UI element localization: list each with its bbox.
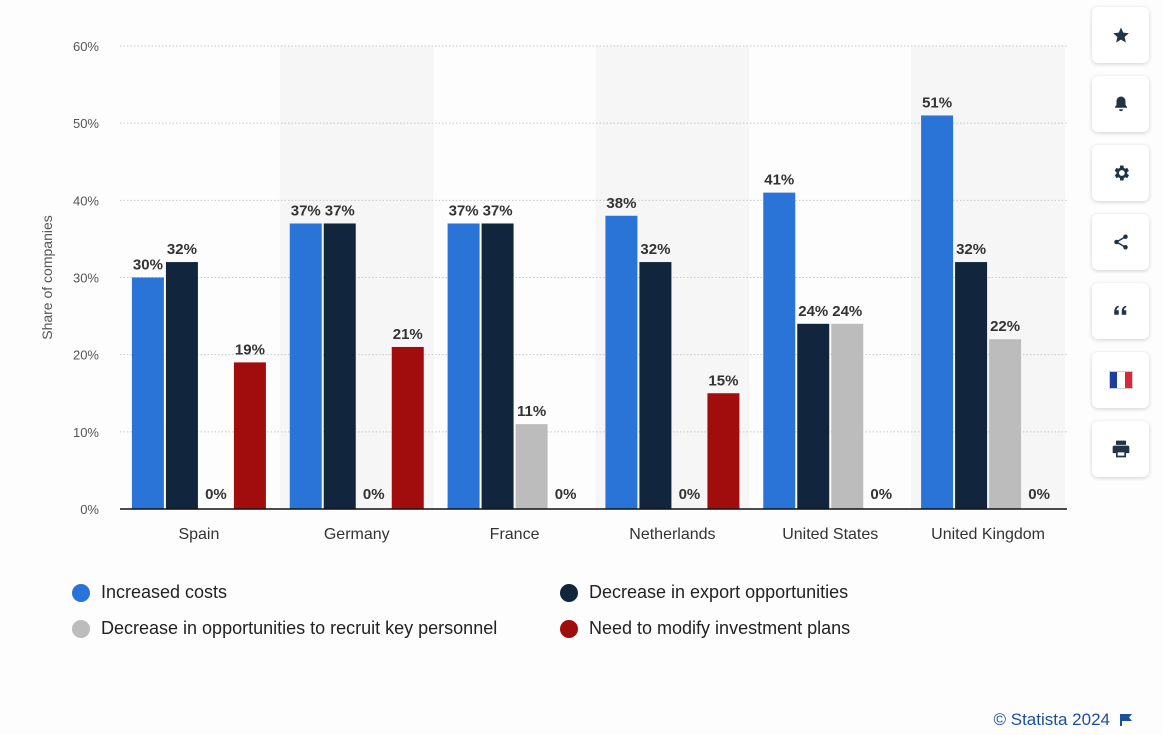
bar <box>131 277 164 509</box>
x-tick-label: United States <box>782 526 878 543</box>
x-tick-label: France <box>490 526 540 543</box>
legend-dot <box>560 619 578 638</box>
data-label: 24% <box>832 303 862 320</box>
y-tick-label: 60% <box>73 39 99 54</box>
star-icon <box>1112 27 1129 43</box>
data-label: 41% <box>764 172 794 189</box>
legend-item-increased-costs[interactable]: Increased costs <box>72 582 227 603</box>
bar <box>639 262 672 509</box>
data-label: 0% <box>870 486 892 503</box>
data-label: 32% <box>167 241 197 258</box>
x-tick-label: Spain <box>178 526 219 543</box>
notification-button[interactable] <box>1092 76 1149 132</box>
legend-dot <box>72 619 90 638</box>
cite-button[interactable] <box>1092 283 1149 339</box>
bar <box>515 424 548 509</box>
bell-icon <box>1114 96 1127 112</box>
bar <box>391 346 424 509</box>
legend-dot <box>560 583 578 602</box>
bar <box>323 223 356 509</box>
bar <box>233 362 266 509</box>
y-tick-label: 30% <box>73 271 99 286</box>
data-label: 24% <box>798 303 828 320</box>
data-label: 0% <box>363 486 385 503</box>
bar <box>921 115 954 509</box>
x-tick-label: Germany <box>324 526 390 543</box>
flag-fr-icon <box>1108 371 1133 389</box>
data-label: 15% <box>708 372 738 389</box>
bar <box>989 339 1022 509</box>
legend-label: Need to modify investment plans <box>589 618 851 638</box>
data-label: 37% <box>325 202 355 219</box>
gear-icon <box>1114 165 1129 181</box>
data-label: 37% <box>483 202 513 219</box>
legend-dot <box>72 583 90 602</box>
bar <box>481 223 514 509</box>
data-label: 51% <box>922 94 952 111</box>
bar <box>797 323 830 509</box>
share-icon <box>1113 234 1128 250</box>
print-button[interactable] <box>1092 421 1149 477</box>
data-label: 19% <box>235 341 265 358</box>
legend-item-modify-investment[interactable]: Need to modify investment plans <box>560 618 850 639</box>
y-tick-label: 0% <box>80 502 99 517</box>
bar <box>447 223 480 509</box>
bar <box>955 262 988 509</box>
print-icon <box>1112 440 1129 458</box>
bar <box>763 192 796 509</box>
y-tick-label: 20% <box>73 348 99 363</box>
y-tick-label: 40% <box>73 193 99 208</box>
x-tick-label: United Kingdom <box>931 526 1045 543</box>
data-label: 30% <box>133 257 163 274</box>
data-label: 0% <box>555 486 577 503</box>
bar <box>831 323 864 509</box>
statista-credit[interactable]: © Statista 2024 <box>994 710 1134 730</box>
legend-item-decrease-export[interactable]: Decrease in export opportunities <box>560 582 848 603</box>
legend-label: Increased costs <box>101 582 228 602</box>
bar <box>605 215 638 509</box>
bar <box>165 262 198 509</box>
data-label: 38% <box>606 195 636 212</box>
data-label: 11% <box>517 403 546 420</box>
flag-icon <box>1120 714 1132 726</box>
share-button[interactable] <box>1092 214 1149 270</box>
data-label: 32% <box>956 241 986 258</box>
bar <box>707 393 740 509</box>
data-label: 0% <box>679 486 701 503</box>
data-label: 21% <box>393 326 423 343</box>
legend-item-decrease-recruit[interactable]: Decrease in opportunities to recruit key… <box>72 618 497 639</box>
legend-label: Decrease in export opportunities <box>589 582 849 602</box>
y-axis-label: Share of companies <box>39 215 55 340</box>
language-button[interactable] <box>1092 352 1149 408</box>
data-label: 0% <box>205 486 227 503</box>
settings-button[interactable] <box>1092 145 1149 201</box>
y-tick-label: 50% <box>73 116 99 131</box>
data-label: 32% <box>640 241 670 258</box>
data-label: 37% <box>291 202 321 219</box>
data-label: 22% <box>990 318 1020 335</box>
favorite-button[interactable] <box>1092 7 1149 63</box>
legend-label: Decrease in opportunities to recruit key… <box>101 618 498 638</box>
credit-text: © Statista 2024 <box>993 710 1111 729</box>
bar-chart: 0% 10% 20% 30% 40% 50% 60% Share of companies 30… <box>39 39 1067 543</box>
bar <box>289 223 322 509</box>
y-tick-label: 10% <box>73 425 99 440</box>
x-tick-label: Netherlands <box>629 526 715 543</box>
quote-icon <box>1113 305 1126 315</box>
data-label: 0% <box>1028 486 1050 503</box>
data-label: 37% <box>449 202 479 219</box>
